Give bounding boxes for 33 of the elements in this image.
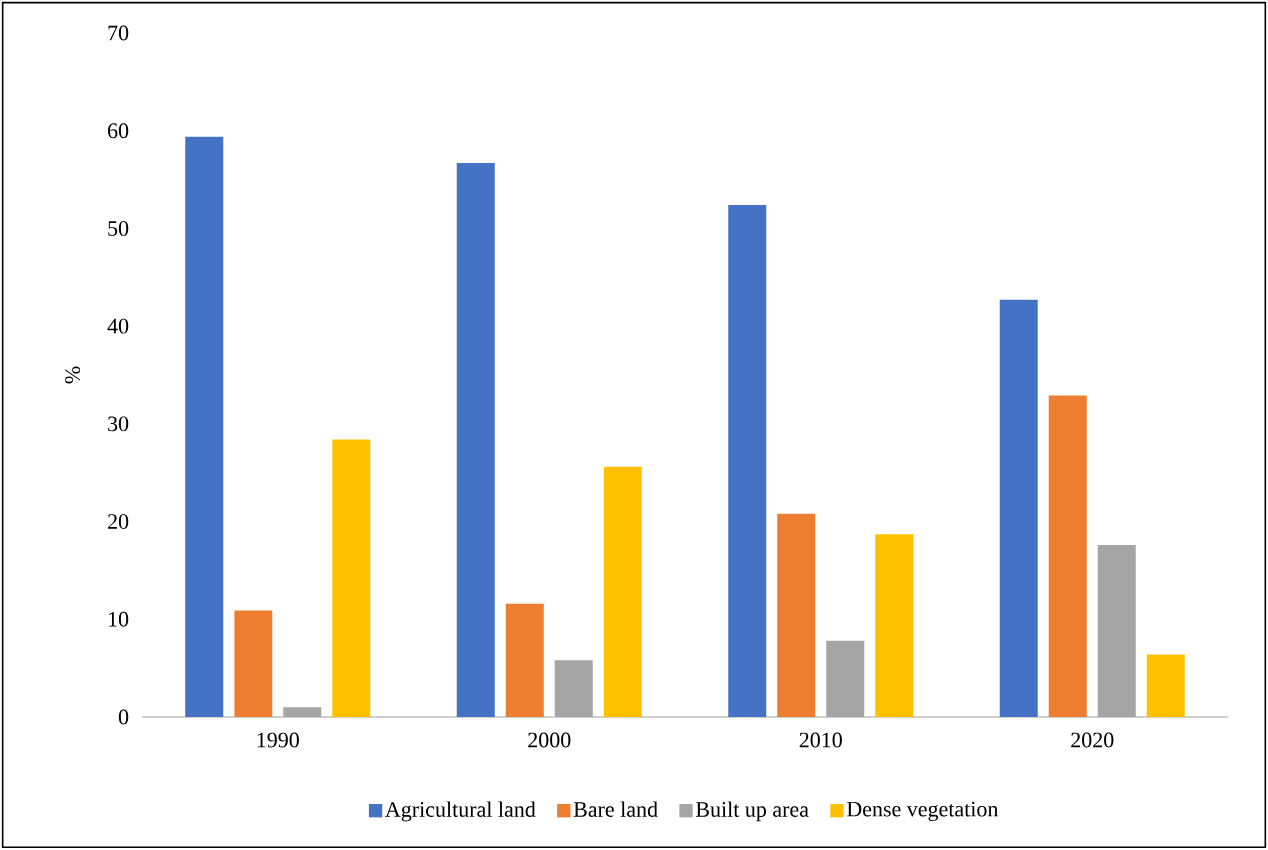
legend-label: Built up area (695, 801, 809, 822)
bar (777, 513, 816, 717)
y-tick-label: 70 (108, 25, 129, 41)
y-tick-label: 60 (108, 123, 129, 139)
bar (603, 466, 642, 717)
legend-label: Bare land (573, 801, 658, 817)
x-tick-label: 1990 (257, 732, 299, 748)
legend-label: Agricultural land (385, 801, 536, 822)
bar (234, 610, 273, 717)
bar (505, 603, 544, 717)
legend-label: Dense vegetation (846, 801, 999, 822)
bar (332, 439, 371, 717)
bar (826, 640, 865, 717)
bar (728, 204, 767, 717)
bar (554, 660, 593, 717)
y-tick-label: 40 (107, 318, 129, 334)
y-axis-title: % (65, 366, 81, 384)
y-tick-label: 50 (108, 220, 129, 236)
x-tick-label: 2010 (799, 732, 842, 748)
bar (185, 136, 224, 717)
bar (456, 162, 495, 717)
x-tick-label: 2000 (528, 732, 571, 748)
y-tick-label: 10 (109, 611, 129, 627)
bar (1146, 654, 1185, 717)
bar (1048, 395, 1087, 717)
bar (283, 707, 322, 717)
bar (875, 534, 914, 717)
bar (999, 299, 1038, 717)
bar (1097, 545, 1136, 717)
y-tick-label: 30 (108, 416, 129, 432)
x-tick-label: 2020 (1071, 732, 1114, 748)
y-tick-label: 20 (108, 514, 129, 529)
y-tick-label: 0 (118, 709, 129, 725)
